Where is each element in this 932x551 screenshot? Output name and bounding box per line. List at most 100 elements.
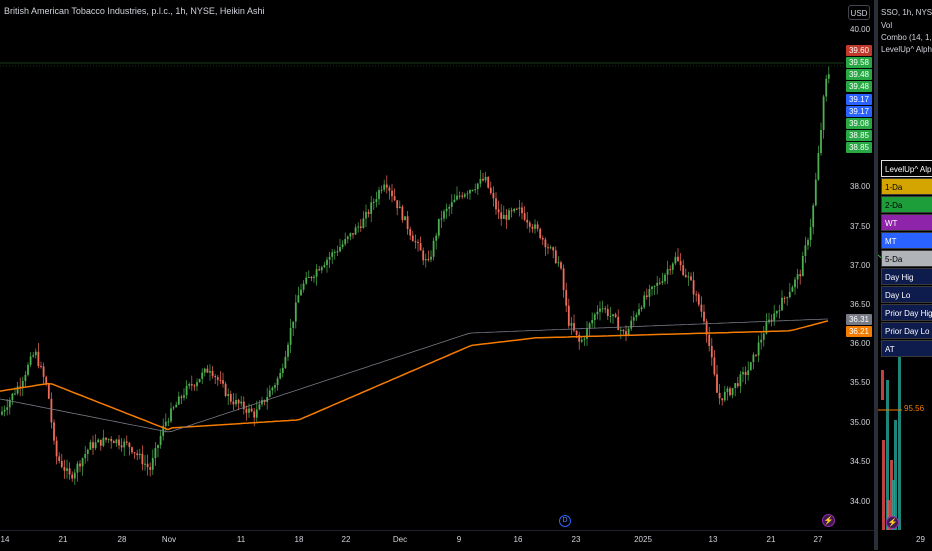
candle-body [742,371,744,375]
candle-body [653,285,656,287]
candle-body [60,460,63,468]
candle-body [253,411,256,418]
candle-body [710,346,713,358]
candle-body [554,250,557,263]
levelup-table-row: Prior Day Hig [881,304,932,321]
candle-body [526,219,529,223]
candle-body [393,196,396,201]
candle-body [378,190,380,200]
right-pane-volume[interactable]: Vol [881,21,893,30]
right-pane[interactable]: SSO, 1h, NYSE Ar Vol Combo (14, 1, 3, Le… [878,0,932,550]
candle-body [716,374,718,393]
candle-body [731,387,734,396]
candle-body [781,297,783,311]
candle-body [105,437,107,440]
candle-body [279,373,282,379]
candle-body [669,269,672,271]
candle-body [703,311,705,322]
currency-button[interactable]: USD [848,5,870,20]
candle-body [578,334,581,342]
candle-body [141,453,144,465]
candle-body [97,439,100,443]
candle-body [656,282,659,286]
candle-body [331,252,334,257]
candle-body [461,195,464,197]
candle-body [820,130,822,154]
price-tick: 35.50 [850,378,871,387]
candle-body [274,385,276,388]
candle-body [94,442,97,449]
candle-body [822,96,825,131]
time-axis[interactable]: 14 21 28 Nov 11 18 22 Dec 9 16 23 2025 13 21 27 [0,530,874,551]
candle-body [92,442,94,449]
candle-body [596,311,599,315]
candle-body [448,206,451,209]
candle-body [547,247,549,249]
candle-body [268,390,271,397]
candle-body [539,228,542,238]
candle-body [370,202,373,214]
candle-body [469,190,471,194]
dividend-icon[interactable]: D [559,515,571,527]
price-tick: 37.50 [850,222,871,231]
candle-body [427,259,430,261]
candle-body [617,316,620,331]
candle-body [661,281,664,283]
time-tick: 22 [341,535,351,544]
price-scale[interactable]: 40.00 38.00 37.50 37.00 36.50 36.00 35.50 35.00… [844,0,874,530]
right-pane-combo[interactable]: Combo (14, 1, 3, [881,33,932,42]
candle-body [245,409,248,413]
candle-body [396,200,399,209]
candle-body [157,445,159,449]
right-pane-earnings-icon[interactable]: ⚡ [886,516,899,529]
candle-body [814,179,817,206]
candle-body [185,385,188,396]
candle-body [580,339,583,342]
candle-body [692,280,695,295]
volume-bar [894,420,897,530]
candle-body [601,308,604,310]
main-chart-area[interactable]: British American Tobacco Industries, p.l… [0,0,844,530]
candle-body [497,209,500,213]
candle-body [292,321,295,329]
candle-body [502,214,505,219]
candle-body [125,441,128,443]
candle-body [755,354,757,356]
candlestick-chart[interactable] [0,0,844,530]
candle-body [778,310,781,312]
candle-body [492,193,495,199]
candle-body [385,184,388,188]
time-tick: 28 [117,535,127,544]
candle-body [281,368,284,374]
candle-body [536,224,539,229]
earnings-icon[interactable]: ⚡ [822,514,835,527]
candle-body [510,210,513,212]
candle-body [640,307,643,310]
candle-body [380,189,383,191]
right-pane-symbol[interactable]: SSO, 1h, NYSE Ar [881,8,932,17]
candle-body [643,295,646,308]
candle-body [383,184,386,190]
candle-body [159,435,162,446]
candle-body [528,222,531,227]
candle-body [476,183,479,190]
candle-body [760,339,763,343]
candle-body [42,366,45,377]
candle-body [487,176,490,188]
pane-divider[interactable] [874,0,878,550]
candle-body [276,378,279,386]
volume-bar [887,500,890,530]
candle-body [417,242,419,244]
right-pane-levelup[interactable]: LevelUp^ Alpha v [881,45,932,54]
candle-body [658,282,661,284]
candle-body [440,218,443,220]
candle-body [359,226,362,228]
candle-body [599,308,601,312]
candle-body [34,351,37,356]
price-label: 39.48 [846,81,872,92]
candle-body [89,442,92,450]
candle-body [593,314,596,321]
price-label: 39.60 [846,45,872,56]
candle-body [203,368,206,373]
candle-body [151,458,154,470]
